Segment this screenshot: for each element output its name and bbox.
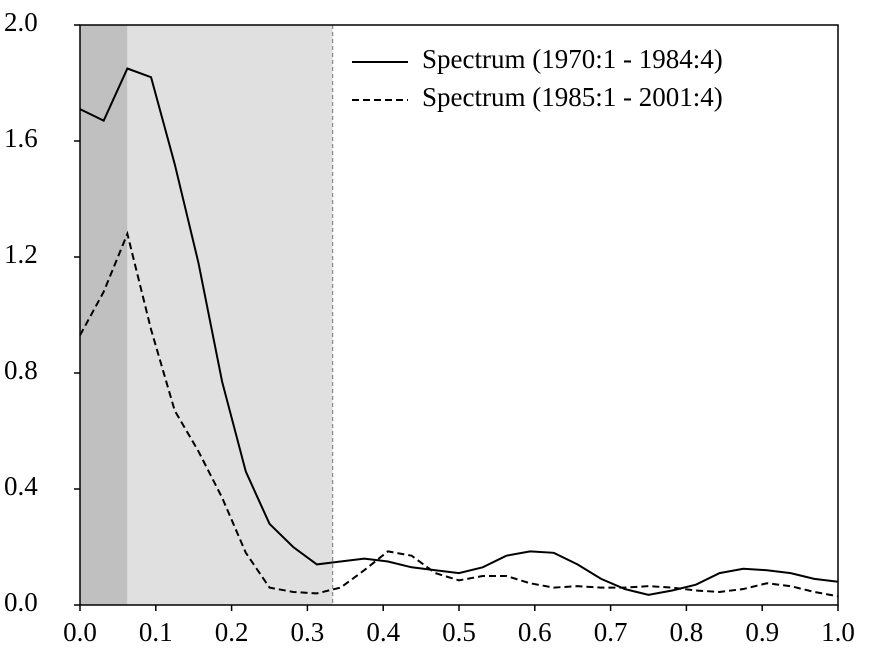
- x-tick-label: 0.0: [63, 617, 97, 647]
- x-tick-label: 0.8: [670, 617, 704, 647]
- shaded-region: [127, 25, 333, 605]
- x-tick-label: 0.2: [215, 617, 249, 647]
- y-tick-label: 1.2: [4, 239, 38, 269]
- y-tick-label: 2.0: [4, 7, 38, 37]
- legend-label: Spectrum (1985:1 - 2001:4): [422, 82, 723, 112]
- x-tick-label: 0.5: [442, 617, 476, 647]
- series-line: [79, 67, 839, 596]
- y-tick-label: 0.0: [4, 587, 38, 617]
- x-tick-label: 0.9: [745, 617, 779, 647]
- x-tick-label: 0.3: [291, 617, 325, 647]
- legend-label: Spectrum (1970:1 - 1984:4): [422, 44, 723, 74]
- y-tick-label: 0.4: [4, 471, 38, 501]
- x-tick-label: 0.4: [366, 617, 400, 647]
- plot-frame: [79, 24, 839, 606]
- series-line: [79, 230, 839, 598]
- y-tick-label: 0.8: [4, 355, 38, 385]
- x-tick-label: 0.1: [139, 617, 173, 647]
- x-tick-label: 0.7: [594, 617, 628, 647]
- x-tick-label: 1.0: [821, 617, 855, 647]
- y-tick-label: 1.6: [4, 123, 38, 153]
- x-tick-label: 0.6: [518, 617, 552, 647]
